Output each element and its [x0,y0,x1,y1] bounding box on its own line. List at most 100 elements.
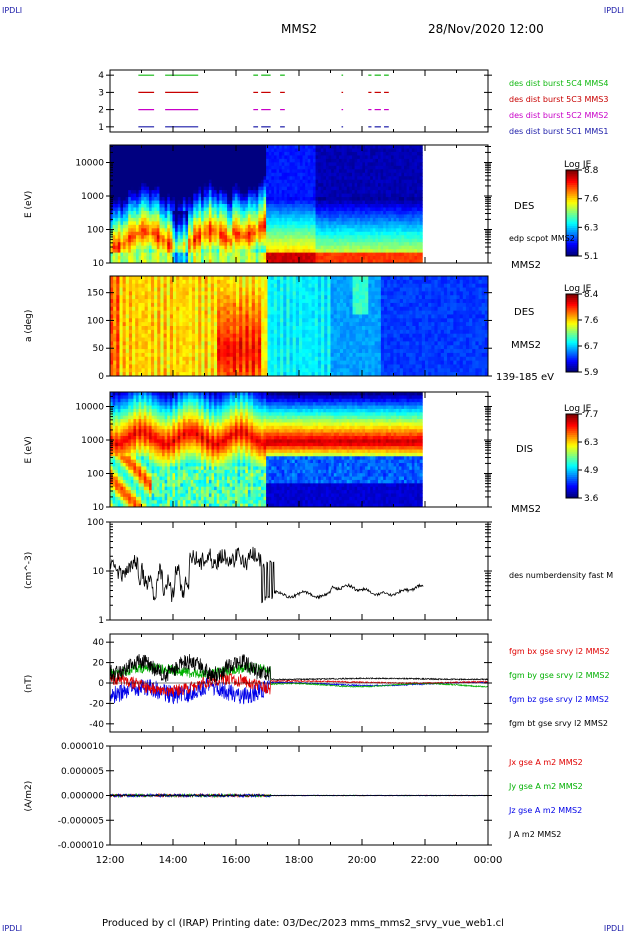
des-energy-colorbar-swatch [566,195,578,199]
des-energy-colorbar-tick: 6.3 [584,223,598,233]
current-tick: 0.000000 [61,792,104,802]
des-pitch-colorbar-swatch [566,346,578,350]
des-energy-colorbar-swatch [566,232,578,235]
des-energy-colorbar-swatch [566,221,578,225]
dis-energy-colorbar-swatch [566,426,578,430]
dis-energy-colorbar-swatch [566,472,578,476]
des-pitch-colorbar-swatch [566,334,578,338]
dis-energy-colorbar-swatch [566,483,578,486]
fgm-ylabel: (nT) [24,675,34,693]
des-energy-colorbar-swatch [566,170,578,173]
des-energy-colorbar-swatch [566,219,578,223]
dis-energy-colorbar-swatch [566,481,578,484]
des-energy-colorbar-swatch [566,228,578,231]
current-ylabel: (A/m2) [24,781,34,812]
des-pitch-energy-range: 139-185 eV [496,372,554,383]
des-pitch-tick: 100 [87,316,104,326]
current-tick: -0.000010 [58,841,104,851]
des-pitch-colorbar-swatch [566,362,578,365]
burst-legend-entry: des dist burst 5C2 MMS2 [509,111,608,120]
current-legend-entry: Jy gse A m2 MMS2 [508,782,583,791]
dis-energy-colorbar-swatch [566,479,578,482]
des-pitch-colorbar-swatch [566,360,578,363]
des-pitch-colorbar-swatch [566,325,578,328]
current-legend-entry: Jz gse A m2 MMS2 [508,806,582,815]
des-pitch-colorbar-tick: 8.4 [584,290,599,300]
des-energy-colorbar-swatch [566,208,578,212]
current-series-line [110,793,488,797]
dis-energy-tick: 1000 [81,436,104,446]
des-pitch-colorbar-swatch [566,307,578,311]
dis-energy-colorbar-tick: 4.9 [584,466,599,476]
des-energy-ylabel: E (eV) [24,191,34,218]
des-pitch-colorbar-swatch [566,366,578,369]
fgm-tick: -20 [89,699,104,709]
density-ylabel: (cm^-3) [24,552,34,589]
dis-energy-colorbar-swatch [566,491,578,495]
density-legend-entry: des numberdensity fast M [509,571,613,580]
des-pitch-colorbar-swatch [566,368,578,371]
des-energy-colorbar-title: Log JE [564,160,592,170]
current-tick: 0.000010 [61,742,104,752]
fgm-legend-entry: fgm bz gse srvy l2 MMS2 [509,695,609,704]
fgm-legend-entry: fgm bx gse srvy l2 MMS2 [509,647,610,656]
des-pitch-colorbar-swatch [566,329,578,332]
des-energy-colorbar-swatch [566,206,578,210]
dis-energy-colorbar-swatch [566,441,578,444]
x-axis-tick-label: 14:00 [159,855,188,866]
des-pitch-instrument: DES [514,307,534,318]
des-energy-colorbar-swatch [566,174,578,177]
dis-energy-spacecraft: MMS2 [511,504,541,515]
des-energy-colorbar-swatch [566,200,578,203]
dis-energy-colorbar-swatch [566,485,578,488]
des-energy-colorbar-swatch [566,185,578,188]
spacecraft-title: MMS2 [281,22,317,36]
dis-energy-colorbar-swatch [566,468,578,472]
dis-energy-tick: 10000 [75,403,104,413]
des-energy-colorbar-tick: 8.8 [584,166,599,176]
x-axis-tick-label: 22:00 [411,855,440,866]
corner-label-top-right: IPDLI [603,6,624,15]
des-energy-colorbar-swatch [566,202,578,205]
des-pitch-colorbar-swatch [566,295,578,299]
dis-energy-colorbar-swatch [566,428,578,432]
des-pitch-colorbar-swatch [566,350,578,353]
des-pitch-colorbar-swatch [566,354,578,357]
des-energy-colorbar-swatch [566,217,578,220]
burst-legend-entry: des dist burst 5C4 MMS4 [509,79,608,88]
dis-energy-colorbar-swatch [566,495,578,499]
des-energy-colorbar-swatch [566,253,578,257]
current-legend-entry: Jx gse A m2 MMS2 [508,758,583,767]
dis-energy-colorbar-swatch [566,487,578,491]
dis-energy-colorbar-tick: 7.7 [584,410,598,420]
burst-panel-frame [109,69,489,133]
des-energy-colorbar-swatch [566,240,578,244]
des-energy-colorbar-swatch [566,191,578,195]
dis-energy-colorbar-swatch [566,435,578,438]
dis-energy-colorbar-swatch [566,430,578,434]
des-pitch-colorbar-tick: 7.6 [584,316,599,326]
des-pitch-colorbar-swatch [566,323,578,326]
des-pitch-colorbar-swatch [566,299,578,303]
des-pitch-colorbar-swatch [566,311,578,314]
des-energy-colorbar-swatch [566,230,578,233]
des-pitch-tick: 50 [93,344,105,354]
dis-energy-colorbar-swatch [566,420,578,423]
current-tick: -0.000005 [58,816,104,826]
x-axis-tick-label: 18:00 [285,855,314,866]
x-axis-tick-label: 20:00 [348,855,377,866]
des-energy-colorbar-swatch [566,180,578,184]
density-tick: 100 [87,518,104,528]
des-energy-spacecraft: MMS2 [511,260,541,271]
des-pitch-colorbar-swatch [566,342,578,346]
dis-energy-ylabel: E (eV) [24,436,34,463]
fgm-legend-entry: fgm by gse srvy l2 MMS2 [509,671,610,680]
dis-energy-colorbar-swatch [566,460,578,463]
des-pitch-colorbar-swatch [566,309,578,313]
des-energy-colorbar-swatch [566,247,578,251]
dis-energy-colorbar-swatch [566,453,578,457]
current-legend-entry: J A m2 MMS2 [508,830,561,839]
footer-credits: Produced by cl (IRAP) Printing date: 03/… [102,918,504,929]
fgm-legend-entry: fgm bt gse srvy l2 MMS2 [509,719,608,728]
